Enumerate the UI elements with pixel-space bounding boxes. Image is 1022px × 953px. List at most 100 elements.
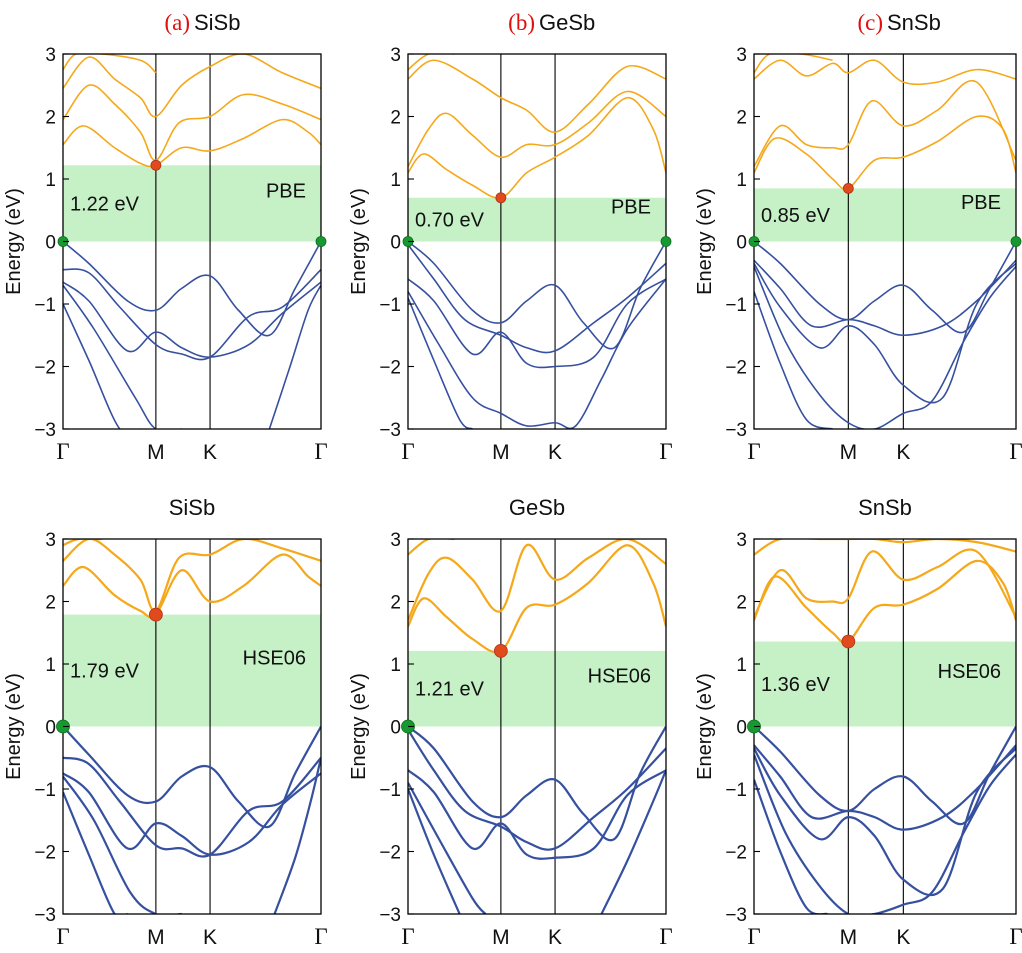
valence-band-vb5: [408, 297, 473, 429]
conduction-band-cb3: [63, 539, 102, 547]
panel-f: 3 2 1 0 −1 −2 −3 Energy (eV) Γ M K Γ SnSb 1.36 eV HSE0…: [694, 495, 1022, 949]
conduction-band-cb3: [754, 59, 1016, 86]
method-label: PBE: [611, 197, 651, 219]
method-label: HSE06: [938, 661, 1001, 683]
valence-band-vb2: [408, 244, 666, 354]
band-gap-region: [408, 650, 666, 727]
band-gap-value: 0.70 eV: [415, 210, 485, 232]
valence-band-vb3: [63, 772, 321, 856]
y-tick-label: 0: [390, 718, 401, 739]
conduction-band-cb1: [408, 544, 666, 654]
panel-title: SiSb: [194, 10, 240, 35]
method-label: PBE: [266, 180, 306, 202]
y-tick-label: −2: [34, 358, 56, 379]
k-point-label-m: M: [840, 441, 858, 464]
vbm-marker-right: [315, 236, 327, 247]
k-point-label-k: K: [203, 441, 217, 464]
band-gap-region: [754, 188, 1016, 242]
y-tick-label: −3: [34, 420, 56, 441]
conduction-band-cb2: [754, 79, 1016, 167]
k-point-label-gamma: Γ: [314, 439, 327, 464]
k-point-label-gamma: Γ: [659, 439, 672, 464]
y-tick-label: −2: [379, 358, 401, 379]
band-gap-value: 1.22 eV: [70, 193, 140, 215]
y-tick-label: −3: [379, 905, 401, 926]
valence-band-vb5: [754, 291, 833, 429]
band-gap-value: 0.85 eV: [761, 205, 831, 227]
k-point-label-gamma: Γ: [747, 924, 760, 949]
y-tick-label: 1: [45, 655, 56, 676]
y-tick-label: 2: [736, 108, 747, 129]
y-tick-label: −3: [725, 905, 747, 926]
y-tick-label: −2: [725, 358, 747, 379]
cbm-marker: [841, 634, 856, 649]
cbm-marker: [493, 643, 508, 658]
valence-band-vb5: [754, 779, 828, 914]
k-point-label-m: M: [492, 926, 510, 949]
valence-band-vb3: [754, 747, 1016, 897]
y-tick-label: 0: [736, 233, 747, 254]
panel-b: 3 2 1 0 −1 −2 −3 Energy (eV) Γ M K Γ (b) GeSb 0.70 eV P…: [348, 10, 673, 464]
cbm-marker: [495, 192, 507, 204]
y-tick-label: 2: [45, 108, 56, 129]
conduction-band-cb2: [63, 539, 321, 613]
conduction-band-cb2: [408, 90, 666, 167]
valence-band-vb3: [63, 281, 321, 358]
y-axis-label: Energy (eV): [3, 188, 25, 295]
k-point-label-gamma: Γ: [747, 439, 760, 464]
valence-band-vb2: [408, 729, 666, 851]
valence-band-vb5: [63, 303, 141, 429]
y-tick-label: 3: [390, 530, 401, 551]
valence-band-vb1: [63, 240, 321, 337]
band-gap-region: [63, 614, 321, 727]
band-gap-value: 1.79 eV: [70, 661, 140, 683]
k-point-label-k: K: [203, 926, 217, 949]
bands: [754, 539, 1016, 914]
valence-band-vb6: [273, 757, 321, 914]
valence-band-vb2: [63, 268, 321, 361]
conduction-band-cb1: [754, 115, 1016, 190]
y-tick-label: 2: [736, 593, 747, 614]
k-point-label-m: M: [147, 441, 165, 464]
conduction-band-cb1: [63, 553, 321, 619]
y-tick-label: −1: [34, 295, 56, 316]
valence-band-vb6: [268, 284, 321, 429]
valence-band-vb2: [754, 259, 1016, 337]
y-tick-label: −2: [34, 843, 56, 864]
conduction-band-cb2: [754, 548, 1016, 618]
panel-d: 3 2 1 0 −1 −2 −3 Energy (eV) Γ M K Γ SiSb 1.79 eV HSE0…: [3, 495, 328, 949]
method-label: HSE06: [243, 648, 306, 670]
y-tick-label: 2: [390, 108, 401, 129]
method-label: PBE: [961, 192, 1001, 214]
cbm-marker: [148, 607, 163, 622]
conduction-band-cb2: [408, 539, 666, 621]
conduction-band-cb3: [63, 54, 321, 118]
y-axis-label: Energy (eV): [694, 673, 716, 780]
conduction-band-cb2: [63, 84, 321, 162]
y-tick-label: 0: [390, 233, 401, 254]
panel-title: SiSb: [169, 495, 215, 520]
y-tick-label: 3: [45, 45, 56, 66]
valence-band-vb1: [754, 240, 1016, 334]
valence-band-vb4: [754, 753, 1016, 914]
valence-band-vb1: [408, 725, 666, 842]
panel-letter: (c): [857, 10, 883, 35]
k-point-label-gamma: Γ: [56, 439, 69, 464]
k-point-label-k: K: [548, 441, 562, 464]
vbm-marker-right: [1010, 236, 1022, 247]
bands: [754, 54, 1016, 429]
y-axis-label: Energy (eV): [694, 188, 716, 295]
y-tick-label: 0: [736, 718, 747, 739]
bands: [408, 54, 666, 429]
y-tick-label: −1: [34, 780, 56, 801]
panel-letter: (a): [164, 10, 190, 35]
conduction-band-cb3: [408, 539, 455, 556]
conduction-band-cb4: [754, 54, 833, 74]
valence-band-vb2: [63, 756, 321, 858]
bands: [408, 539, 666, 914]
valence-band-vb4: [63, 775, 182, 914]
valence-band-vb4: [63, 284, 182, 429]
cbm-marker: [150, 159, 162, 171]
band-gap-value: 1.36 eV: [761, 674, 831, 696]
k-point-label-gamma: Γ: [401, 439, 414, 464]
